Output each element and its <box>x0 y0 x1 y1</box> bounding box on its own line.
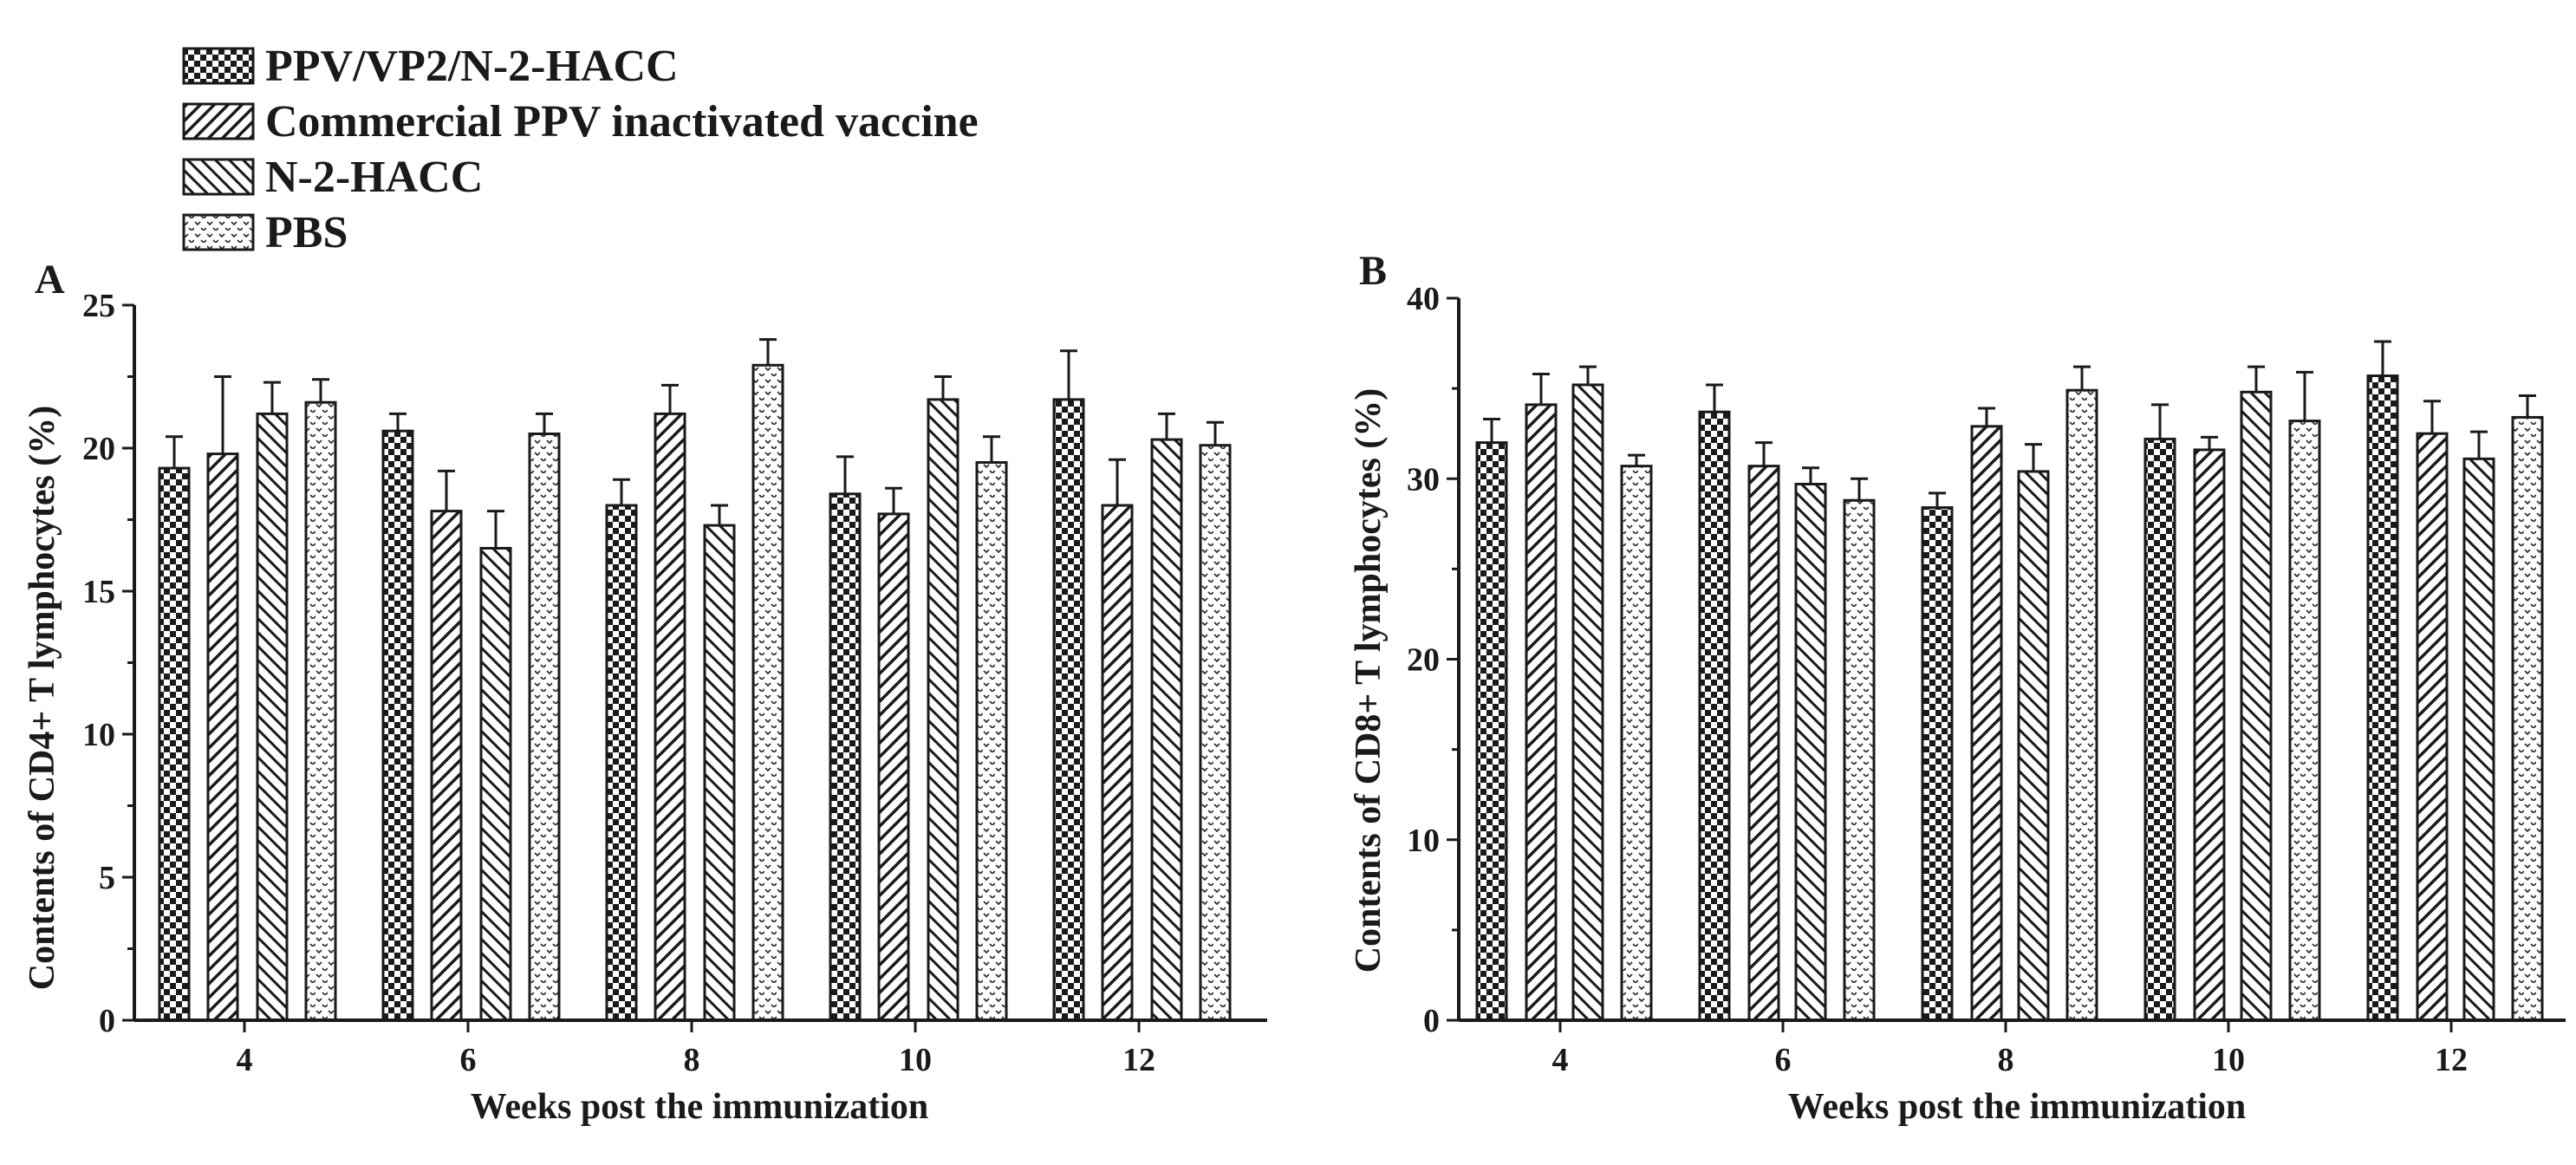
y-tick-label: 5 <box>99 860 115 896</box>
legend-item-ppv-vp2-n2-hacc: PPV/VP2/N-2-HACC <box>182 42 679 91</box>
panel-label-a: A <box>35 257 65 303</box>
bar-6-series-3 <box>1794 482 1827 1022</box>
bar-8-series-1 <box>1921 506 1954 1022</box>
bar-10-series-1 <box>2143 437 2176 1022</box>
bar-6-series-1 <box>1698 410 1731 1022</box>
bar-10-series-2 <box>877 512 910 1022</box>
chart-panel-b: B 0 10 20 30 40 4 6 8 10 12 Weeks post the immuni… <box>1349 248 2566 1127</box>
legend-swatch-diag-left <box>182 158 255 196</box>
legend-swatch-checker <box>182 47 255 85</box>
x-tick-label: 4 <box>237 1042 253 1078</box>
legend-label: PBS <box>265 208 348 257</box>
x-tick-label: 6 <box>460 1042 477 1078</box>
y-axis-title-b: Contents of CD8+ T lymphocytes (%) <box>1349 388 1389 973</box>
axes-a: 0 5 10 15 20 25 4 6 8 10 12 <box>82 288 1267 1078</box>
bar-12-series-2 <box>1101 504 1134 1022</box>
x-tick-label: 8 <box>684 1042 700 1078</box>
bar-4-series-4 <box>1620 465 1653 1022</box>
bar-10-series-4 <box>975 461 1008 1022</box>
bar-6-series-1 <box>381 429 414 1022</box>
bar-10-series-1 <box>829 492 862 1022</box>
bar-6-series-2 <box>1747 465 1780 1022</box>
y-tick-label: 40 <box>1407 281 1440 317</box>
bar-8-series-2 <box>1970 425 2003 1022</box>
bar-4-series-1 <box>158 466 191 1022</box>
bar-4-series-2 <box>206 452 239 1022</box>
y-tick-label: 0 <box>1423 1003 1440 1039</box>
bar-6-series-4 <box>528 433 561 1022</box>
bar-12-series-3 <box>1150 438 1183 1022</box>
bar-4-series-4 <box>304 400 337 1022</box>
legend-item-commercial-vaccine: Commercial PPV inactivated vaccine <box>182 97 979 146</box>
x-axis-title-b: Weeks post the immunization <box>1788 1087 2247 1127</box>
legend-label: N-2-HACC <box>265 153 483 202</box>
bar-10-series-3 <box>2240 390 2273 1022</box>
legend-item-n2-hacc: N-2-HACC <box>182 153 483 202</box>
bar-12-series-1 <box>2366 374 2399 1022</box>
y-tick-label: 15 <box>82 574 115 610</box>
bar-4-series-2 <box>1525 403 1558 1022</box>
x-tick-label: 10 <box>2212 1042 2245 1078</box>
y-tick-label: 20 <box>82 431 115 467</box>
x-tick-label: 12 <box>2435 1042 2468 1078</box>
error-bar-group-b <box>1483 340 2536 508</box>
legend-swatch-dots <box>182 213 255 251</box>
bar-12-series-3 <box>2462 457 2495 1022</box>
y-tick-label: 25 <box>82 288 115 324</box>
x-tick-label: 10 <box>899 1042 932 1078</box>
bar-6-series-3 <box>479 547 512 1022</box>
y-tick-label: 30 <box>1407 461 1440 498</box>
y-axis-title-a: Contents of CD4+ T lymphocytes (%) <box>23 406 62 991</box>
bar-4-series-3 <box>1571 383 1604 1022</box>
panel-label-b: B <box>1359 248 1387 294</box>
legend-item-pbs: PBS <box>182 208 348 257</box>
y-tick-label: 0 <box>99 1003 115 1039</box>
error-bar-group-a <box>166 338 1224 549</box>
bar-8-series-2 <box>654 412 686 1022</box>
x-tick-label: 8 <box>1998 1042 2014 1078</box>
x-tick-label: 6 <box>1775 1042 1792 1078</box>
y-tick-label: 10 <box>1407 823 1440 859</box>
legend-swatch-diag-right <box>182 102 255 140</box>
bar-8-series-4 <box>2065 388 2098 1022</box>
axes-b: 0 10 20 30 40 4 6 8 10 12 <box>1407 281 2566 1078</box>
bar-10-series-3 <box>927 398 959 1022</box>
bar-8-series-4 <box>751 363 784 1022</box>
bar-group-a <box>158 363 1232 1022</box>
bar-4-series-1 <box>1475 441 1508 1022</box>
chart-panel-a: A 0 5 10 15 20 25 4 6 8 10 12 Weeks post the immun… <box>23 257 1267 1127</box>
bar-12-series-4 <box>1199 444 1232 1022</box>
bar-12-series-4 <box>2511 415 2544 1022</box>
bar-group-b <box>1475 374 2544 1022</box>
bar-6-series-2 <box>430 510 463 1022</box>
x-axis-title-a: Weeks post the immunization <box>471 1087 929 1127</box>
bar-12-series-1 <box>1052 398 1085 1022</box>
legend: PPV/VP2/N-2-HACC Commercial PPV inactiva… <box>182 42 979 257</box>
legend-label: Commercial PPV inactivated vaccine <box>265 97 979 146</box>
bar-10-series-2 <box>2193 448 2226 1022</box>
bar-12-series-2 <box>2416 432 2449 1022</box>
bar-6-series-4 <box>1843 498 1876 1022</box>
legend-label: PPV/VP2/N-2-HACC <box>265 42 679 91</box>
y-tick-label: 10 <box>82 717 115 753</box>
y-tick-label: 20 <box>1407 642 1440 679</box>
bar-8-series-3 <box>703 524 736 1022</box>
x-tick-label: 4 <box>1552 1042 1569 1078</box>
bar-8-series-1 <box>605 504 638 1022</box>
bar-10-series-4 <box>2288 420 2321 1022</box>
bar-8-series-3 <box>2017 470 2050 1022</box>
bar-4-series-3 <box>256 412 289 1022</box>
x-tick-label: 12 <box>1122 1042 1155 1078</box>
